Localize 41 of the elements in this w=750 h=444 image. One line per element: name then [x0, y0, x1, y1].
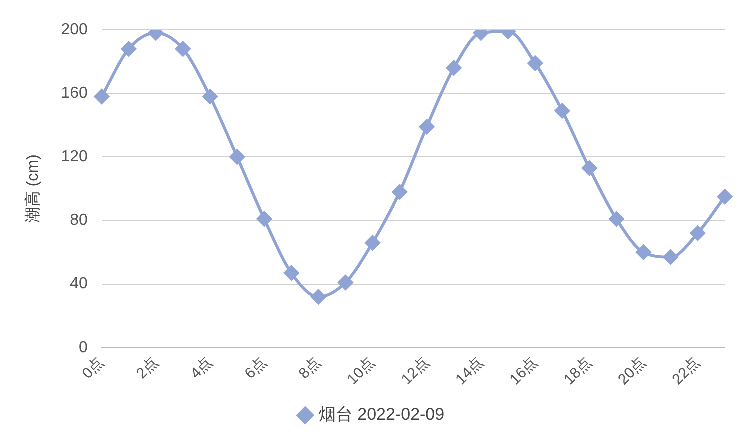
x-tick-label: 20点 — [615, 354, 650, 388]
point — [582, 160, 598, 176]
point — [202, 89, 218, 104]
point — [392, 184, 408, 200]
y-axis-title: 潮高 (cm) — [24, 154, 42, 224]
point — [284, 266, 300, 281]
x-tick-label: 2点 — [133, 354, 162, 382]
x-tick-label: 0点 — [79, 354, 108, 382]
point — [121, 42, 136, 57]
y-tick-label: 80 — [70, 212, 88, 230]
point — [94, 89, 110, 104]
point — [230, 150, 245, 165]
point — [256, 212, 272, 227]
point — [365, 235, 380, 250]
y-tick-label: 40 — [70, 276, 88, 293]
point — [609, 212, 624, 227]
point — [176, 42, 191, 57]
x-tick-label: 14点 — [452, 354, 487, 388]
y-tick-label: 160 — [61, 84, 88, 102]
x-tick-label: 18点 — [560, 354, 596, 388]
point — [554, 104, 570, 119]
x-tick-label: 22点 — [669, 354, 704, 388]
point — [419, 119, 434, 134]
point — [690, 226, 706, 241]
point — [718, 189, 732, 204]
point — [528, 56, 543, 71]
point — [663, 250, 678, 265]
y-tick-label: 0 — [78, 339, 88, 356]
legend-label: 烟台 2022-02-09 — [318, 405, 445, 424]
x-tick-label: 6点 — [242, 354, 270, 382]
y-tick-label: 120 — [61, 148, 88, 166]
x-tick-label: 16点 — [506, 354, 542, 388]
point — [446, 60, 462, 76]
point — [636, 245, 652, 260]
point — [311, 290, 326, 305]
x-tick-label: 8点 — [296, 354, 324, 382]
x-tick-label: 4点 — [187, 354, 216, 382]
x-tick-label: 10点 — [344, 354, 379, 388]
y-tick-label: 200 — [61, 21, 88, 38]
x-tick-label: 12点 — [398, 354, 433, 388]
point — [338, 275, 354, 290]
